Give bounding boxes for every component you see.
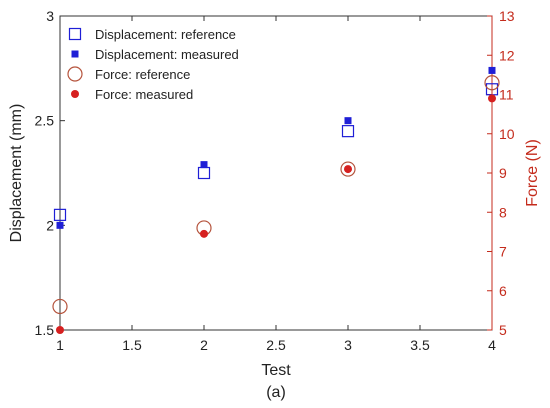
series-1-point (200, 161, 208, 169)
right-y-tick-label: 7 (499, 244, 507, 260)
x-axis: 1 1.5 2 2.5 3 3.5 4 (56, 16, 496, 353)
right-y-axis: 5 6 7 8 9 10 11 12 13 (487, 8, 515, 338)
right-y-tick-label: 9 (499, 165, 507, 181)
series-1-point (344, 117, 352, 125)
right-y-tick-label: 8 (499, 204, 507, 220)
left-y-tick-label: 2.5 (35, 113, 55, 129)
series-3-point (344, 165, 352, 174)
x-tick-label: 1 (56, 337, 64, 353)
legend-marker-0 (68, 27, 82, 41)
legend-label-2: Force: reference (95, 67, 190, 82)
series-1-point (488, 66, 496, 74)
series-0-point (197, 166, 211, 180)
right-y-tick-label: 12 (499, 47, 515, 63)
left-y-tick-label: 2 (46, 217, 54, 233)
legend-label-3: Force: measured (95, 87, 193, 102)
x-tick-label: 2.5 (266, 337, 286, 353)
series-1-point (56, 221, 64, 229)
series-2-point (52, 298, 68, 315)
x-axis-label: Test (261, 362, 291, 379)
series-3-point (200, 229, 208, 238)
right-y-tick-label: 6 (499, 283, 507, 299)
left-y-axis-label: Displacement (mm) (8, 104, 25, 243)
x-tick-label: 1.5 (122, 337, 142, 353)
left-y-tick-label: 3 (46, 8, 54, 24)
left-y-axis: 1.5 2 2.5 3 (35, 8, 65, 338)
legend-marker-3 (71, 90, 79, 98)
legend: Displacement: reference Displacement: mea… (67, 27, 239, 102)
series-2-point (340, 161, 356, 177)
left-y-tick-label: 1.5 (35, 322, 55, 338)
legend-label-1: Displacement: measured (95, 47, 239, 62)
x-tick-label: 4 (488, 337, 496, 353)
series-0-point (341, 125, 355, 138)
series-0-point (53, 208, 67, 221)
right-y-tick-label: 10 (499, 126, 515, 142)
right-y-tick-label: 11 (499, 87, 514, 103)
legend-label-0: Displacement: reference (95, 27, 236, 42)
series-2-point (484, 75, 500, 91)
series-3-point (488, 94, 496, 103)
right-y-axis-label: Force (N) (524, 139, 541, 207)
data-marks (52, 66, 500, 334)
x-tick-label: 2 (200, 337, 208, 353)
figure-caption: (a) (266, 384, 286, 401)
right-y-tick-label: 13 (499, 8, 515, 24)
plot-area-frame (59, 15, 493, 331)
x-tick-label: 3 (344, 337, 352, 353)
legend-marker-2 (67, 66, 83, 82)
right-y-tick-label: 5 (499, 322, 507, 338)
series-3-point (56, 326, 64, 334)
legend-marker-1 (71, 50, 79, 58)
x-tick-label: 3.5 (410, 337, 430, 353)
